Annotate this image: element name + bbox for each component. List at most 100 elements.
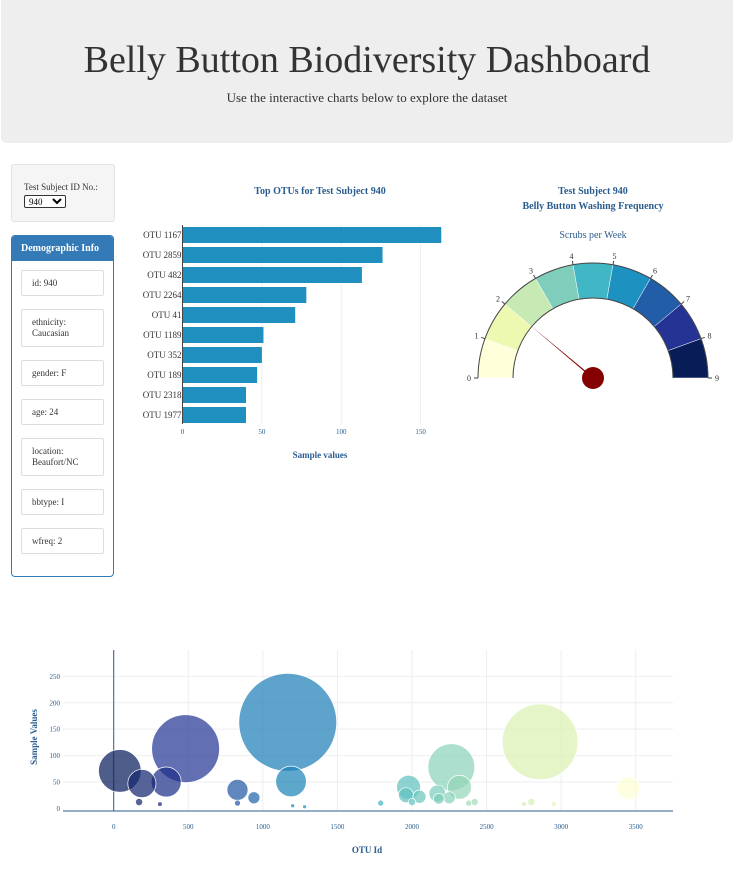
bubble [135, 798, 144, 806]
demographic-heading: Demographic Info [12, 236, 113, 261]
bubble [408, 798, 416, 806]
bubble [226, 779, 249, 801]
gauge-tick [501, 301, 506, 305]
bubble [550, 801, 557, 807]
gauge-tick-label: 1 [474, 332, 478, 341]
gauge-ticks: 0 1 2 3 4 5 6 7 8 9 [467, 252, 719, 383]
bubble [302, 804, 307, 810]
bubble [521, 801, 527, 807]
meta-location: location: Beaufort/NC [21, 438, 104, 476]
bar-x-tick-label: 100 [336, 428, 347, 436]
bubble-y-tick-label: 150 [50, 726, 61, 734]
bubble [157, 801, 163, 807]
gauge-tick [481, 336, 486, 340]
bubble-x-tick-label: 3500 [629, 823, 644, 831]
bar-marks: OTU 1167 OTU 2859 OTU 482 OTU 2264 OTU 41 OTU… [143, 227, 442, 423]
bubble [527, 798, 536, 806]
demographic-panel: Demographic Info id: 940 ethnicity: Cauca… [11, 235, 114, 577]
bar-y-tick-label: OTU 1977 [143, 410, 182, 420]
header-jumbotron: Belly Button Biodiversity Dashboard Use … [1, 0, 733, 143]
gauge-tick-label: 5 [613, 252, 617, 261]
bubble-chart-ylabel: Sample Values [29, 709, 39, 765]
gauge-tick [612, 260, 615, 265]
bar [182, 227, 442, 243]
bar [182, 387, 246, 403]
bar-y-tick-label: OTU 2859 [143, 250, 182, 260]
gauge-tick [533, 274, 536, 279]
gauge-tick [680, 301, 685, 305]
gauge-tick [571, 260, 574, 265]
bar [182, 247, 383, 263]
bubble [151, 714, 220, 783]
subject-id-select[interactable]: 940 [24, 195, 66, 208]
subject-selector-label: Test Subject ID No.: [24, 182, 98, 192]
bar-x-tick-label: 150 [415, 428, 426, 436]
bubble-y-tick-label: 250 [50, 673, 61, 681]
gauge-tick-label: 8 [708, 332, 712, 341]
bar [182, 327, 264, 343]
page-title: Belly Button Biodiversity Dashboard [83, 39, 651, 81]
gauge-subtitle: Belly Button Washing Frequency [522, 201, 663, 212]
bubble [501, 703, 579, 780]
gauge-tick [700, 336, 705, 340]
gauge-needle-hub [582, 367, 604, 389]
bar [182, 347, 262, 363]
bar-chart-title: Top OTUs for Test Subject 940 [254, 186, 385, 197]
bubble-y-tick-label: 50 [53, 778, 61, 786]
bubble [465, 799, 473, 807]
bar-y-tick-label: OTU 41 [152, 310, 182, 320]
bubble [412, 789, 427, 804]
gauge-tick-label: 2 [496, 294, 500, 303]
bubble [470, 798, 479, 806]
gauge-tick-label: 0 [467, 374, 471, 383]
bar-y-tick-label: OTU 352 [147, 350, 181, 360]
gauge-tick-label: 6 [653, 267, 657, 276]
gauge-tick-label: 4 [569, 252, 573, 261]
bar-y-tick-label: OTU 482 [147, 270, 181, 280]
meta-ethnicity: ethnicity: Caucasian [21, 309, 104, 347]
bubble-gridlines: 0 500 1000 1500 2000 2500 3000 3500 0 50 100 150 200… [50, 650, 673, 831]
bubble [290, 803, 296, 809]
bar [182, 407, 246, 423]
gauge-tick-label: 3 [529, 267, 533, 276]
bubble-x-tick-label: 500 [183, 823, 194, 831]
bubble [275, 765, 307, 798]
bar-y-tick-label: OTU 1189 [143, 330, 182, 340]
meta-age: age: 24 [21, 399, 104, 425]
meta-wfreq: wfreq: 2 [21, 528, 104, 554]
meta-bbtype: bbtype: I [21, 489, 104, 515]
bar-x-tick-label: 50 [258, 428, 266, 436]
subject-selector-panel: Test Subject ID No.: 940 [11, 164, 115, 222]
otu-bubble-chart[interactable]: 0 500 1000 1500 2000 2500 3000 3500 0 50 100 150 200… [0, 640, 734, 868]
bubble [234, 799, 241, 807]
bar [182, 307, 296, 323]
meta-gender: gender: F [21, 360, 104, 386]
gauge-title: Test Subject 940 [558, 186, 628, 197]
bar-y-tick-label: OTU 2318 [143, 390, 182, 400]
bubble-x-tick-label: 0 [112, 823, 116, 831]
bubble-marks [98, 673, 641, 810]
bubble-y-tick-label: 0 [57, 805, 61, 813]
gauge-inner-outline [512, 297, 674, 379]
bubble-x-tick-label: 1500 [330, 823, 345, 831]
page-subtitle: Use the interactive charts below to expl… [226, 90, 508, 105]
bubble [127, 769, 157, 799]
bar-y-tick-label: OTU 189 [147, 370, 182, 380]
bubble-y-tick-label: 100 [50, 752, 61, 760]
bar [182, 367, 258, 383]
bubble-x-tick-label: 3000 [554, 823, 569, 831]
bubble [442, 791, 456, 805]
top-otu-bar-chart[interactable]: Top OTUs for Test Subject 940 0 50 100 150 … [130, 170, 450, 470]
bubble [238, 673, 338, 772]
gauge-label: Scrubs per Week [559, 230, 626, 241]
bubble [247, 791, 261, 805]
bar [182, 267, 362, 283]
gauge-tick-label: 7 [686, 294, 690, 303]
gauge-band [572, 262, 614, 300]
gauge-needle [528, 324, 604, 389]
bubble-y-tick-label: 200 [50, 699, 61, 707]
washing-frequency-gauge[interactable]: Test Subject 940 Belly Button Washing Fr… [465, 170, 725, 400]
bar-y-tick-label: OTU 2264 [143, 290, 182, 300]
bubble-x-tick-label: 2000 [405, 823, 420, 831]
bubble-x-tick-label: 2500 [480, 823, 495, 831]
